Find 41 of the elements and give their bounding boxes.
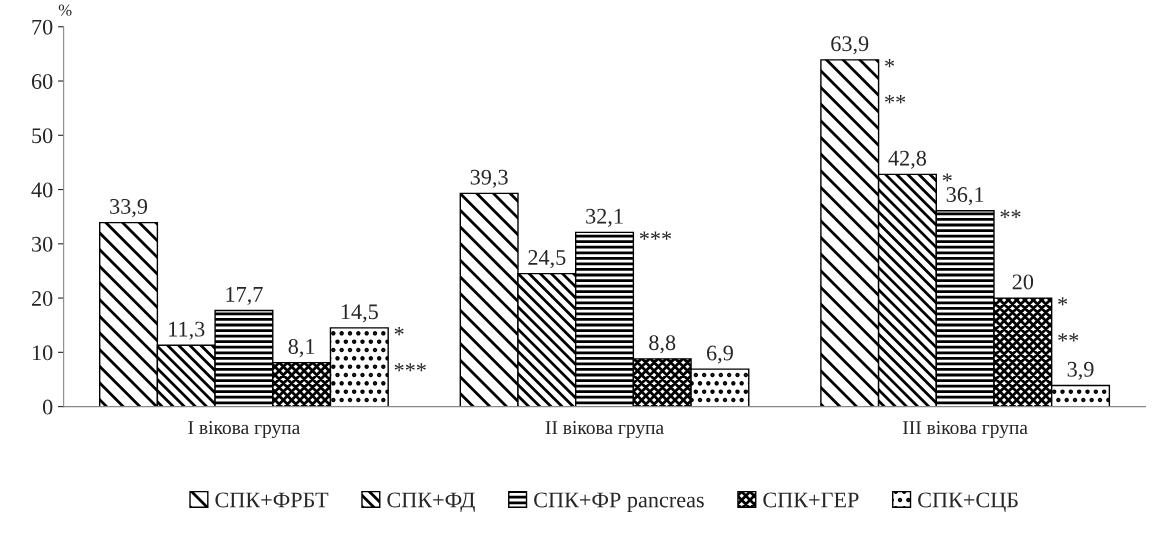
legend-label: СПК+ГЕР bbox=[763, 492, 859, 508]
y-tick-label: 0 bbox=[42, 399, 53, 415]
y-tick-label: 50 bbox=[32, 128, 53, 144]
data-label: 24,5 bbox=[528, 250, 566, 269]
legend-label: СПК+ФРБТ bbox=[215, 492, 329, 508]
data-label: 39,3 bbox=[470, 169, 508, 188]
annotation: *** bbox=[394, 363, 426, 372]
x-tick-label: III вікова група bbox=[903, 421, 1028, 439]
data-label: 20 bbox=[1012, 274, 1034, 290]
y-tick-label: 20 bbox=[31, 291, 53, 306]
y-tick-label: 10 bbox=[32, 345, 53, 361]
legend-label: СПК+ФД bbox=[387, 492, 475, 512]
annotation: *** bbox=[639, 231, 672, 240]
data-label: 6,9 bbox=[706, 345, 733, 364]
data-label: 32,1 bbox=[586, 208, 623, 227]
annotation: * bbox=[394, 327, 404, 336]
annotation: ** bbox=[885, 95, 906, 104]
data-label: 63,9 bbox=[831, 36, 869, 55]
data-label: 17,7 bbox=[226, 286, 263, 306]
x-tick-label: II вікова група bbox=[545, 421, 664, 439]
data-label: 42,8 bbox=[888, 150, 927, 169]
data-label: 33,9 bbox=[110, 199, 148, 218]
annotation: ** bbox=[1000, 209, 1021, 218]
annotation: * bbox=[885, 58, 895, 68]
data-label: 3,9 bbox=[1067, 361, 1094, 380]
data-label: 14,5 bbox=[341, 304, 378, 323]
legend-label: СПК+СЦБ bbox=[918, 492, 1018, 512]
data-label: 36,1 bbox=[946, 187, 984, 206]
y-tick-label: 60 bbox=[31, 73, 53, 89]
y-tick-label: 40 bbox=[31, 182, 53, 198]
data-label: 8,8 bbox=[649, 335, 676, 354]
y-tick-label: 70 bbox=[32, 19, 53, 35]
y-axis-title: % bbox=[58, 4, 72, 16]
annotation: * bbox=[942, 173, 952, 182]
annotation: ** bbox=[1058, 333, 1079, 342]
data-label: 11,3 bbox=[169, 321, 205, 340]
legend-label: СПК+ФР pancreas bbox=[534, 492, 704, 512]
data-label: 8,1 bbox=[288, 338, 315, 358]
y-tick-label: 30 bbox=[32, 236, 53, 252]
x-tick-label: I вікова група bbox=[188, 421, 301, 439]
annotation: * bbox=[1058, 297, 1068, 306]
